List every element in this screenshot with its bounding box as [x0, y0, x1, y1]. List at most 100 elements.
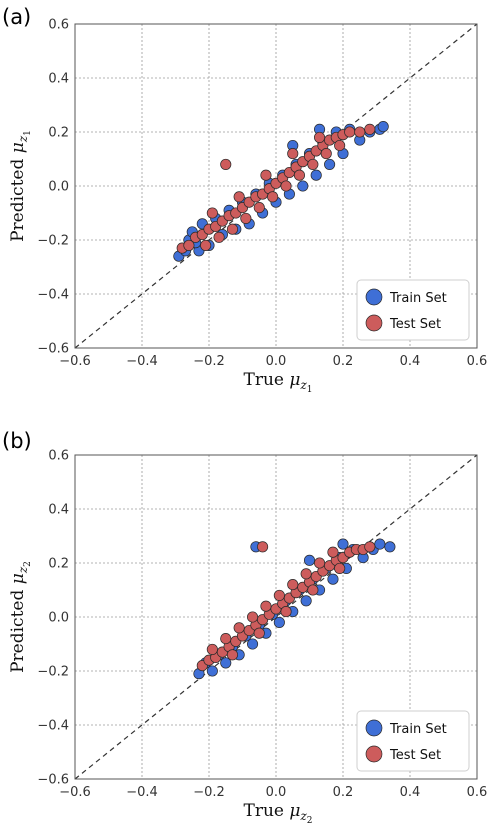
data-point [206, 665, 218, 677]
data-point [260, 600, 272, 612]
data-point [313, 557, 326, 569]
y-axis-label: Predicted μz1 [8, 130, 33, 242]
x-tick-label: −0.4 [126, 354, 158, 369]
x-axis-label-subsub: 1 [307, 385, 313, 395]
y-axis-label-text: Predicted [8, 584, 28, 673]
data-point [287, 148, 299, 160]
legend-entry-label: Train Set [389, 291, 447, 306]
x-tick-label: 0.0 [266, 785, 287, 800]
data-point [233, 622, 245, 634]
x-axis-label-symbol: μ [289, 370, 300, 390]
data-point [206, 207, 218, 219]
data-point [327, 546, 339, 558]
data-point [273, 589, 285, 601]
legend-marker [365, 719, 383, 737]
data-point [220, 657, 232, 669]
data-point [293, 169, 305, 181]
data-point [200, 239, 212, 251]
legend-entry-label: Test Set [389, 317, 441, 332]
y-tick-label: −0.4 [37, 719, 69, 734]
y-tick-label: −0.6 [37, 342, 69, 357]
y-tick-label: 0.0 [48, 180, 69, 195]
y-tick-label: 0.6 [48, 449, 69, 464]
data-point [280, 180, 292, 192]
y-tick-label: 0.0 [48, 611, 69, 626]
x-tick-label: 0.2 [333, 785, 354, 800]
y-tick-label: 0.6 [48, 18, 69, 33]
x-tick-label: 0.4 [400, 354, 421, 369]
x-axis-label: True μz1 [243, 370, 312, 395]
chart-panel-2: (b) −0.6 −0.4 −0.2 0.0 0.2 0.4 0.6 −0.6 −0.4 −0.2 0… [2, 429, 487, 826]
data-point [374, 538, 386, 550]
data-point [257, 541, 269, 553]
axes-frame [74, 23, 478, 349]
legend: Train Set Test Set [356, 279, 470, 341]
x-axis-label-text: True [243, 801, 289, 821]
y-axis-label: Predicted μz2 [8, 561, 33, 673]
x-tick-label: −0.2 [193, 354, 225, 369]
x-tick-label: 0.6 [467, 785, 488, 800]
legend-entry-label: Train Set [389, 722, 447, 737]
series-test-set [176, 123, 376, 254]
data-point [364, 541, 376, 553]
x-tick-label: 0.0 [266, 354, 287, 369]
y-tick-label: 0.2 [48, 557, 69, 572]
data-point [206, 643, 218, 655]
legend-box [356, 279, 470, 341]
panel-label: (b) [2, 429, 32, 453]
y-axis-label-subsub: 1 [23, 130, 33, 136]
data-point [307, 158, 319, 170]
data-point [344, 126, 356, 138]
data-point [240, 212, 252, 224]
series-test-set [196, 541, 376, 672]
data-point [334, 562, 346, 574]
data-point [313, 131, 326, 143]
x-tick-label: −0.6 [59, 354, 91, 369]
data-point [307, 584, 319, 596]
x-axis-label: True μz2 [243, 801, 312, 826]
data-point [327, 573, 339, 585]
x-tick-label: 0.6 [467, 354, 488, 369]
legend-marker [365, 288, 383, 306]
y-axis-label-symbol: μ [8, 573, 28, 584]
y-axis-label-symbol: μ [8, 142, 28, 153]
data-point [253, 202, 265, 214]
data-point [300, 568, 312, 580]
y-axis-label-sub: z [16, 135, 30, 143]
data-point [220, 158, 232, 170]
x-axis-label-sub: z [299, 809, 307, 823]
y-tick-label: −0.2 [37, 665, 69, 680]
data-point [273, 616, 285, 628]
data-point [320, 148, 332, 160]
data-point [220, 633, 232, 645]
data-point [384, 541, 396, 553]
y-tick-label: 0.2 [48, 126, 69, 141]
y-tick-label: −0.4 [37, 288, 69, 303]
x-tick-label: 0.2 [333, 354, 354, 369]
legend-marker [365, 745, 383, 763]
legend-entry-label: Test Set [389, 748, 441, 763]
data-point [303, 554, 316, 566]
x-tick-label: −0.2 [193, 785, 225, 800]
x-axis-label-subsub: 2 [307, 816, 313, 826]
data-point [260, 169, 272, 181]
data-point [354, 126, 366, 138]
y-tick-label: −0.2 [37, 234, 69, 249]
legend: Train Set Test Set [356, 710, 470, 772]
data-point [324, 158, 336, 170]
legend-marker [365, 314, 383, 332]
y-axis-label-text: Predicted [8, 153, 28, 242]
data-point [226, 649, 238, 661]
x-tick-label: −0.6 [59, 785, 91, 800]
y-tick-label: 0.4 [48, 72, 69, 87]
data-point [300, 595, 312, 607]
data-point [287, 579, 299, 591]
y-tick-label: 0.4 [48, 503, 69, 518]
data-point [183, 239, 195, 251]
data-point [247, 611, 259, 623]
data-point [253, 627, 265, 639]
data-point [267, 191, 279, 203]
y-tick-label: −0.6 [37, 773, 69, 788]
data-point [364, 123, 376, 135]
